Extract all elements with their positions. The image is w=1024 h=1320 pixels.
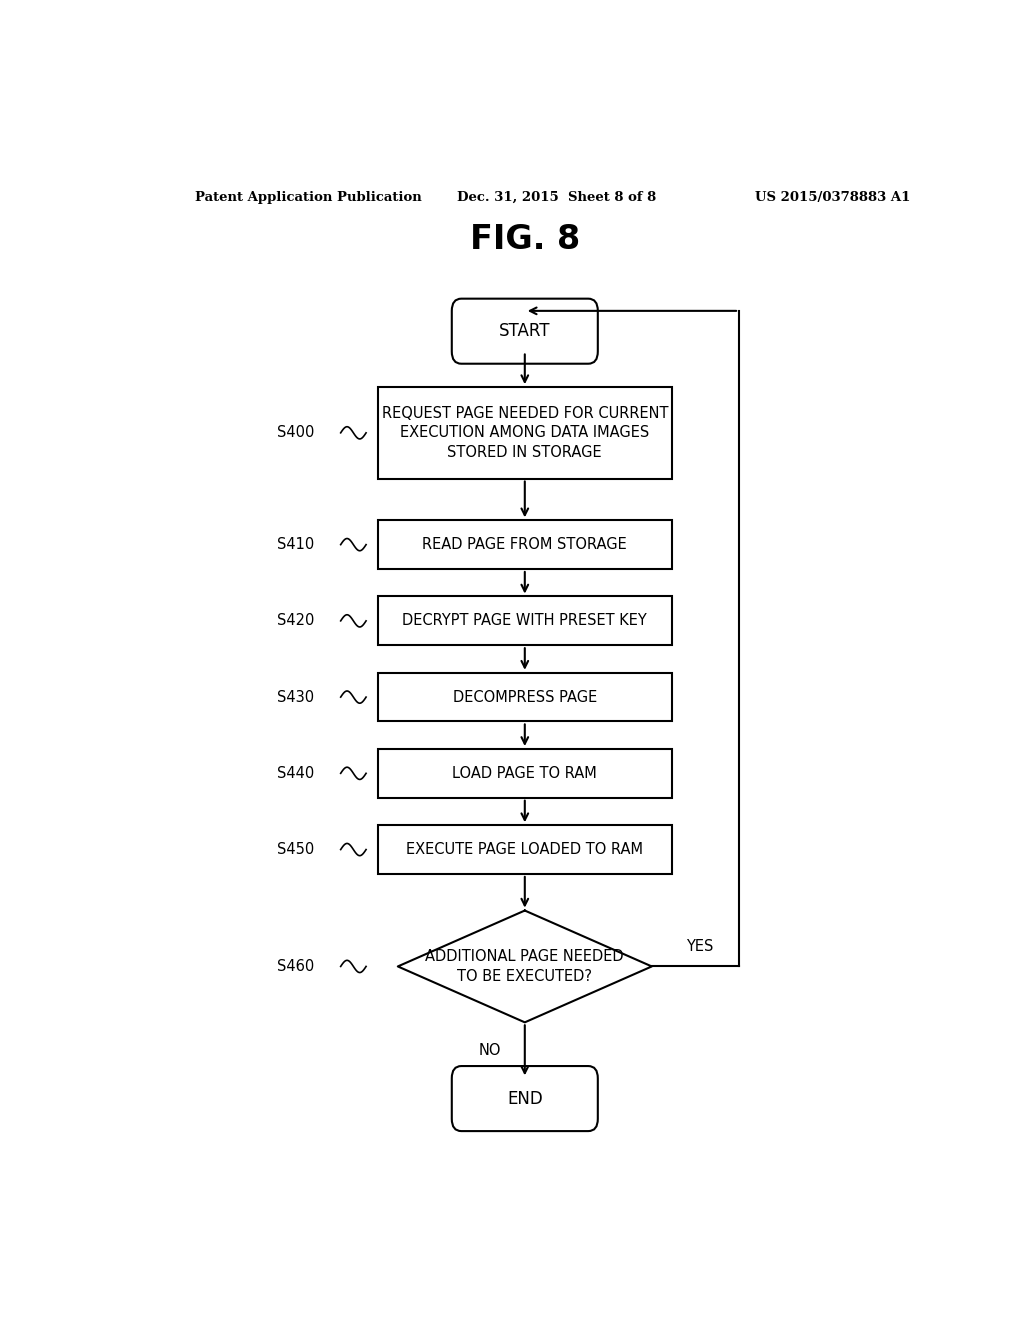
Text: YES: YES [686,940,714,954]
Text: S400: S400 [278,425,314,441]
Text: S450: S450 [278,842,314,857]
Text: REQUEST PAGE NEEDED FOR CURRENT
EXECUTION AMONG DATA IMAGES
STORED IN STORAGE: REQUEST PAGE NEEDED FOR CURRENT EXECUTIO… [382,405,668,461]
Text: US 2015/0378883 A1: US 2015/0378883 A1 [755,190,910,203]
Text: FIG. 8: FIG. 8 [470,223,580,256]
Text: READ PAGE FROM STORAGE: READ PAGE FROM STORAGE [423,537,627,552]
Text: S460: S460 [278,958,314,974]
Text: START: START [499,322,551,341]
Bar [378,748,672,797]
Bar [378,387,672,479]
Text: S440: S440 [278,766,314,781]
Text: Dec. 31, 2015  Sheet 8 of 8: Dec. 31, 2015 Sheet 8 of 8 [458,190,656,203]
Text: S410: S410 [278,537,314,552]
Bar [378,825,672,874]
Text: END: END [507,1089,543,1107]
Text: NO: NO [478,1043,501,1057]
Bar [378,673,672,722]
Text: S420: S420 [278,614,314,628]
Text: DECOMPRESS PAGE: DECOMPRESS PAGE [453,689,597,705]
FancyBboxPatch shape [452,298,598,364]
Text: EXECUTE PAGE LOADED TO RAM: EXECUTE PAGE LOADED TO RAM [407,842,643,857]
FancyBboxPatch shape [452,1067,598,1131]
Polygon shape [397,911,652,1022]
Text: S430: S430 [278,689,314,705]
Text: ADDITIONAL PAGE NEEDED
TO BE EXECUTED?: ADDITIONAL PAGE NEEDED TO BE EXECUTED? [426,949,624,983]
Text: LOAD PAGE TO RAM: LOAD PAGE TO RAM [453,766,597,781]
Bar [378,597,672,645]
Bar [378,520,672,569]
Text: Patent Application Publication: Patent Application Publication [196,190,422,203]
Text: DECRYPT PAGE WITH PRESET KEY: DECRYPT PAGE WITH PRESET KEY [402,614,647,628]
